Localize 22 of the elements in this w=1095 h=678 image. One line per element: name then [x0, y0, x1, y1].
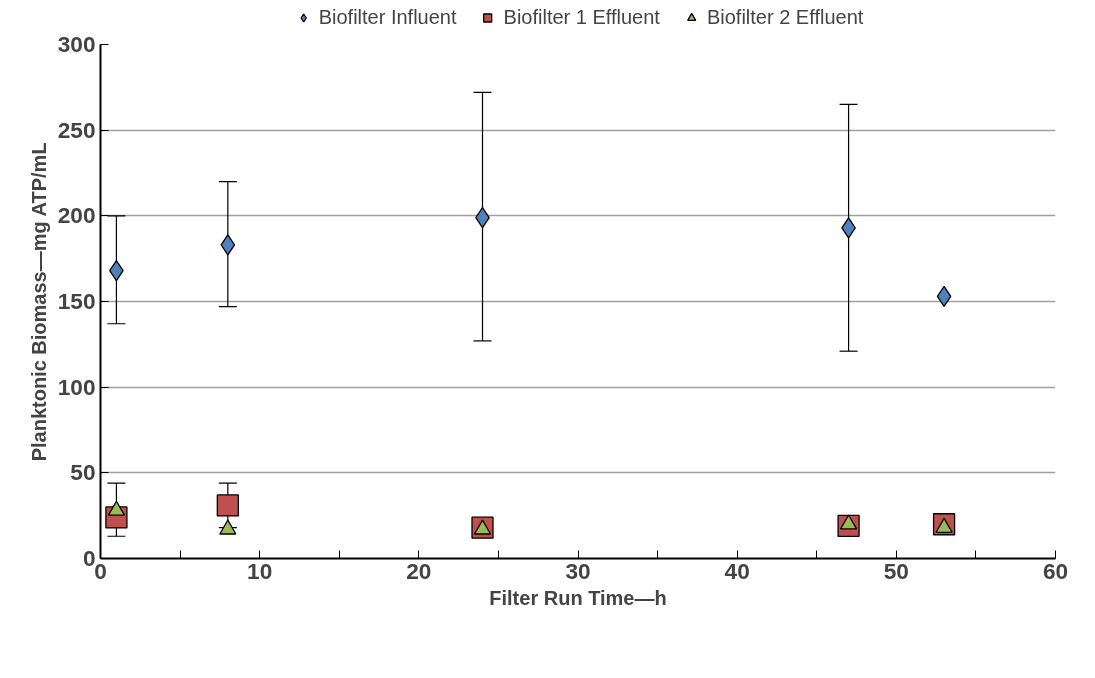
y-tick-label: 200 — [57, 202, 96, 229]
point — [220, 234, 236, 256]
x-axis-title: Filter Run Time—h — [489, 586, 667, 609]
point — [839, 514, 858, 530]
legend-label: Biofilter Influent — [318, 5, 457, 29]
y-axis-title: Planktonic Biomass—mg ATP/mL — [27, 142, 50, 462]
legend-label: Biofilter 2 Effluent — [706, 5, 864, 29]
x-tick-label: 50 — [883, 557, 909, 584]
point — [219, 519, 237, 535]
x-tick-label: 10 — [247, 557, 273, 584]
point — [216, 494, 239, 517]
point — [107, 500, 126, 516]
legend-label: Biofilter 1 Effluent — [503, 5, 660, 29]
y-tick-label: 300 — [57, 31, 96, 57]
y-tick-label: 100 — [57, 373, 96, 400]
x-tick-label: 30 — [565, 557, 591, 584]
x-tick-label: 60 — [1042, 557, 1069, 584]
y-tick-label: 250 — [57, 116, 96, 143]
x-tick-label: 40 — [724, 557, 750, 584]
x-tick-label: 20 — [406, 557, 432, 584]
y-tick-label: 150 — [57, 288, 96, 314]
y-tick-label: 50 — [70, 459, 96, 486]
